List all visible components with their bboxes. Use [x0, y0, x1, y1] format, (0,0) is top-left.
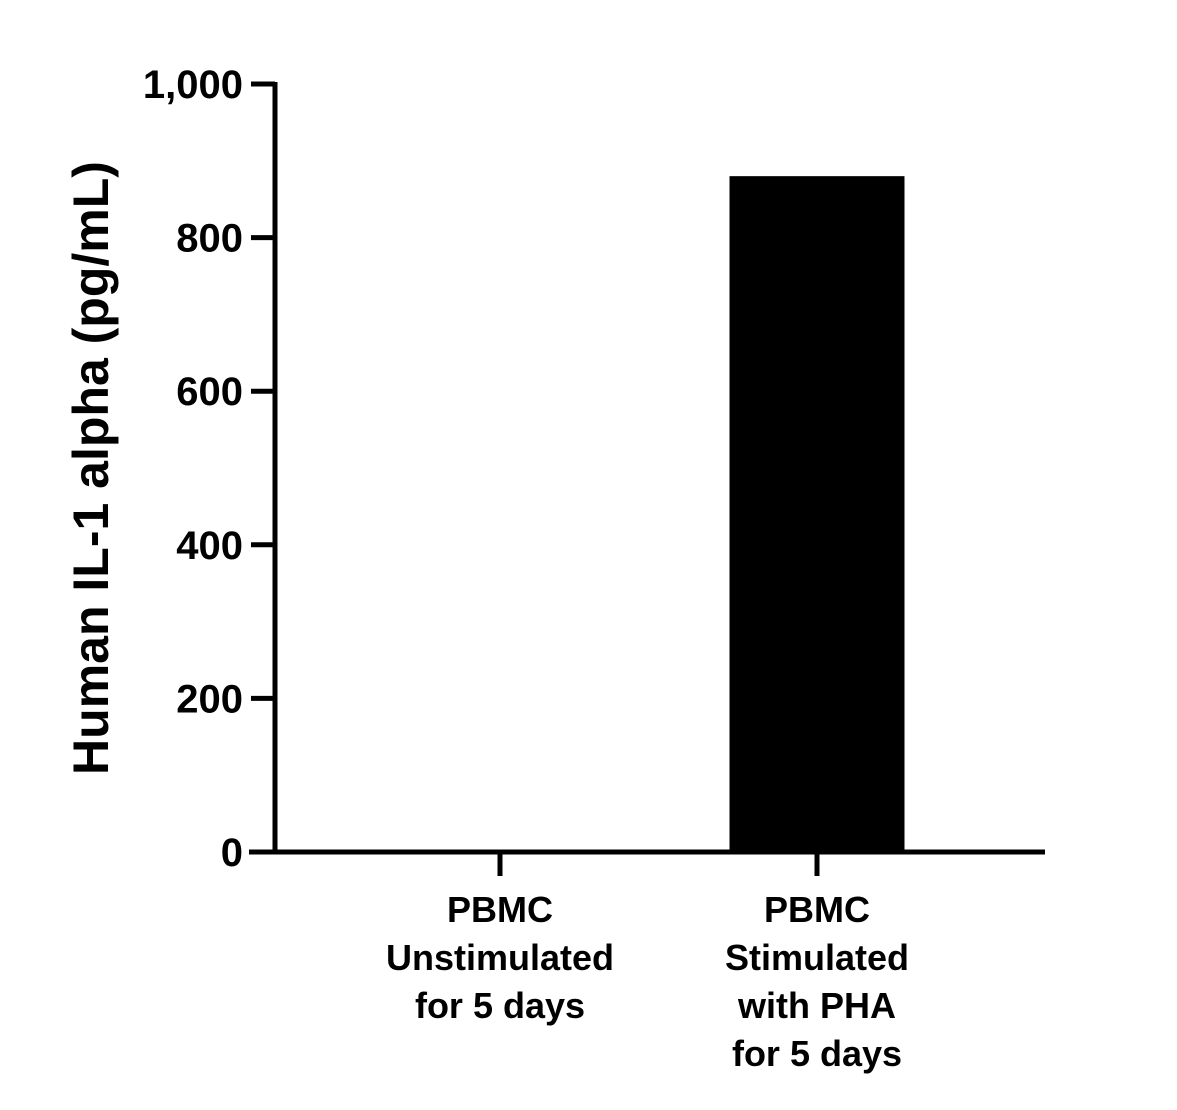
x-category-label-0-line-2: for 5 days — [415, 985, 585, 1026]
x-category-label-1-line-0: PBMC — [764, 889, 870, 930]
y-tick-label-5: 1,000 — [143, 63, 243, 107]
x-category-label-0: PBMC Unstimulated for 5 days — [386, 889, 614, 1026]
y-tick-label-3: 600 — [176, 370, 243, 414]
labels-layer: 0 200 400 600 800 1,000 PBMC Unstimulated for 5 … — [143, 63, 909, 1074]
y-tick-label-2: 400 — [176, 524, 243, 568]
x-category-label-1-line-2: with PHA — [737, 985, 896, 1026]
y-tick-label-4: 800 — [176, 217, 243, 261]
x-category-label-0-line-0: PBMC — [447, 889, 553, 930]
x-category-label-1-line-3: for 5 days — [732, 1033, 902, 1074]
y-tick-label-1: 200 — [176, 677, 243, 721]
bar-1 — [729, 176, 905, 852]
x-category-label-1-line-1: Stimulated — [725, 937, 909, 978]
bars-layer — [729, 176, 905, 852]
y-tick-label-0: 0 — [221, 831, 243, 875]
x-category-label-1: PBMC Stimulated with PHA for 5 days — [725, 889, 909, 1074]
axes-layer — [249, 81, 1045, 876]
x-category-label-0-line-1: Unstimulated — [386, 937, 614, 978]
y-axis-title: Human IL-1 alpha (pg/mL) — [63, 161, 119, 775]
